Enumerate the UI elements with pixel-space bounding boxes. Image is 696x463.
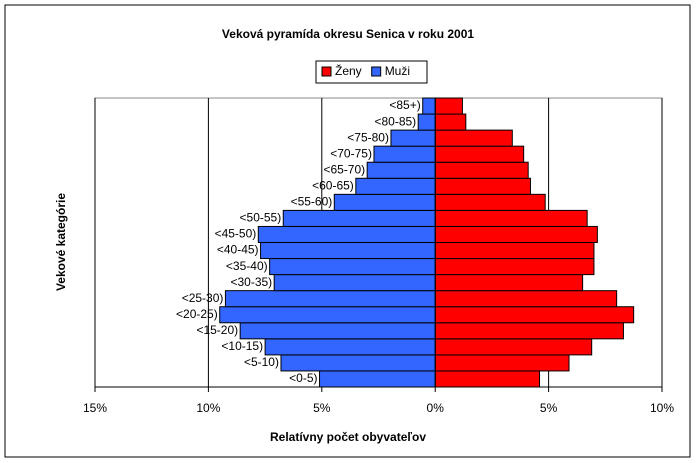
x-tick-label: 5%	[313, 401, 331, 415]
y-tick-label: <60-65)	[312, 178, 354, 192]
bar	[434, 145, 525, 163]
x-tick-label: 5%	[540, 401, 558, 415]
y-tick-label: <40-45)	[217, 243, 259, 257]
y-tick-label: <55-60)	[291, 195, 333, 209]
legend-swatch	[321, 66, 332, 77]
chart-title: Veková pyramída okresu Senica v roku 200…	[222, 27, 474, 41]
bar	[434, 225, 598, 243]
y-tick-label: <0-5)	[289, 371, 317, 385]
bar	[434, 306, 635, 324]
bar	[434, 322, 624, 340]
bar	[434, 338, 593, 356]
bar	[319, 370, 436, 388]
bar	[422, 97, 436, 115]
legend-label: Ženy	[335, 63, 362, 78]
y-tick-label: <30-35)	[230, 275, 272, 289]
bar	[434, 209, 588, 227]
bar	[366, 161, 436, 179]
y-tick-label: <10-15)	[221, 339, 263, 353]
y-tick-label: <85+)	[389, 98, 420, 112]
bar	[434, 274, 584, 292]
y-tick-label: <50-55)	[240, 211, 282, 225]
bar	[434, 258, 595, 276]
bar	[417, 113, 436, 131]
legend-label: Muži	[385, 64, 410, 78]
bar	[434, 161, 529, 179]
y-tick-label: <65-70)	[323, 162, 365, 176]
bar	[239, 322, 436, 340]
bar	[273, 274, 436, 292]
bar	[260, 242, 436, 260]
y-tick-label: <80-85)	[374, 114, 416, 128]
bar	[264, 338, 436, 356]
bar	[434, 290, 618, 308]
x-tick-label: 15%	[83, 401, 107, 415]
bar	[434, 354, 570, 372]
legend-swatch	[371, 66, 382, 77]
bar	[355, 177, 436, 195]
bar	[434, 177, 531, 195]
y-tick-label: <20-25)	[176, 307, 218, 321]
bar	[257, 225, 436, 243]
bar	[333, 193, 436, 211]
bar	[434, 129, 513, 147]
bar	[282, 209, 436, 227]
bar	[434, 113, 467, 131]
x-tick-label: 10%	[196, 401, 220, 415]
y-tick-label: <5-10)	[244, 355, 279, 369]
bar	[434, 242, 595, 260]
y-axis-label: Vekové kategórie	[54, 193, 68, 291]
bar	[280, 354, 436, 372]
y-tick-label: <35-40)	[226, 259, 268, 273]
y-tick-label: <15-20)	[196, 323, 238, 337]
bar	[434, 193, 546, 211]
bar	[219, 306, 436, 324]
x-tick-label: 10%	[650, 401, 674, 415]
bar	[434, 370, 541, 388]
x-axis-label: Relatívny počet obyvateľov	[270, 430, 426, 444]
y-tick-label: <75-80)	[347, 130, 389, 144]
bar	[434, 97, 463, 115]
bar	[269, 258, 436, 276]
bar	[390, 129, 436, 147]
y-tick-label: <25-30)	[182, 291, 224, 305]
bar	[373, 145, 436, 163]
x-tick-label: 0%	[427, 401, 445, 415]
bar	[224, 290, 436, 308]
y-tick-label: <70-75)	[330, 146, 372, 160]
y-tick-label: <45-50)	[215, 227, 257, 241]
